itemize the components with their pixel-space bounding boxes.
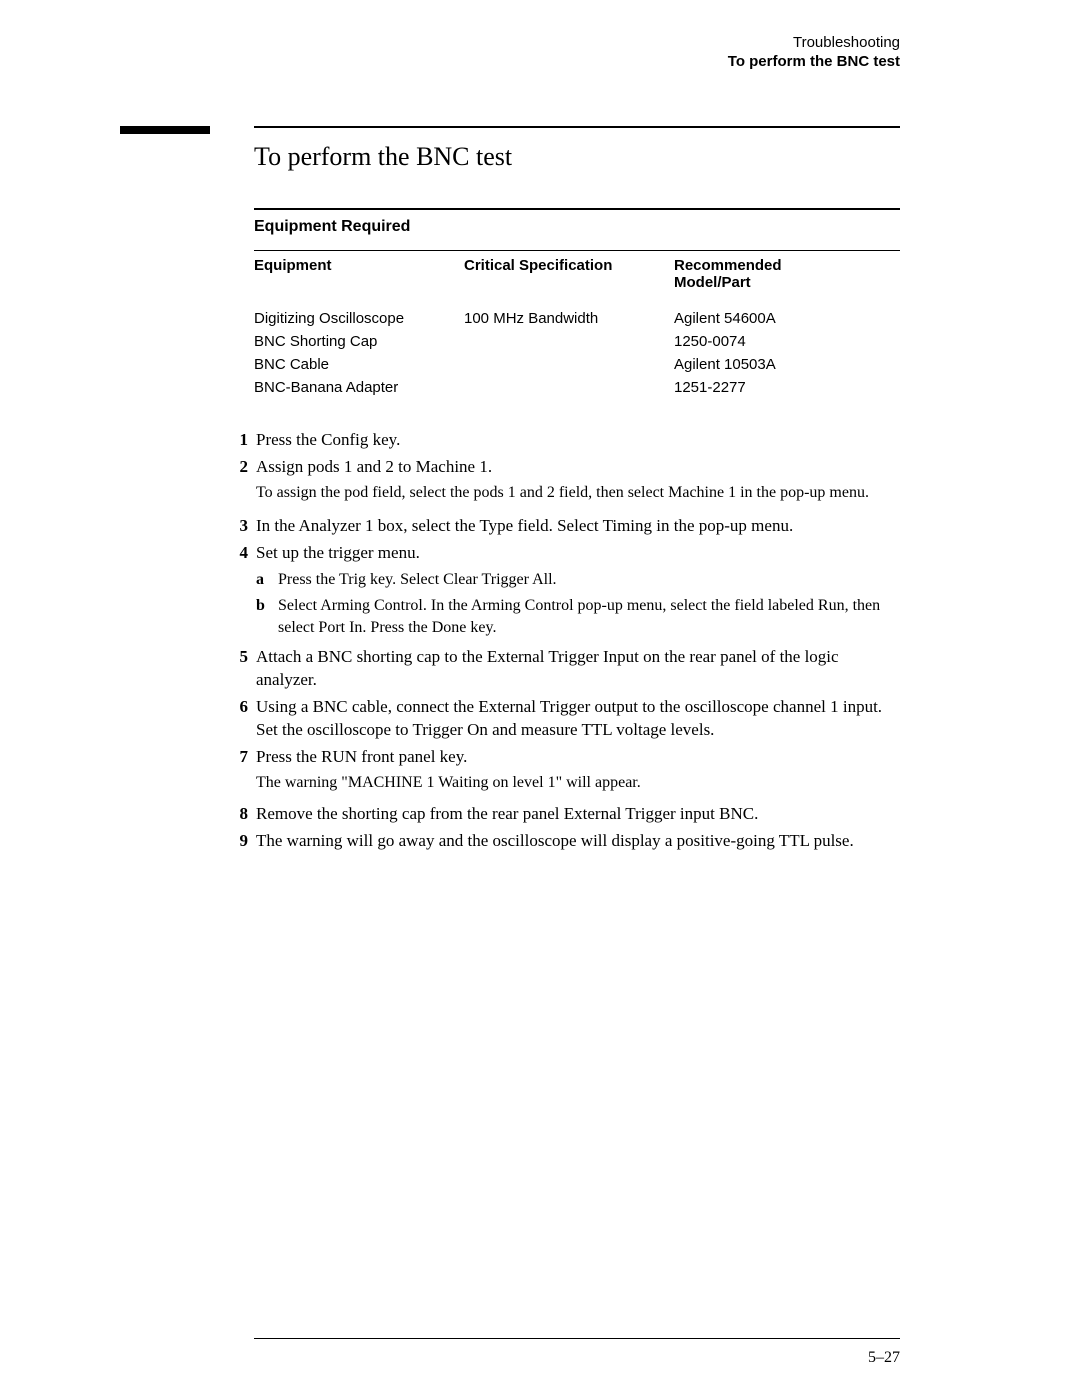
substep-text: Press the Trig key. Select Clear Trigger… (278, 569, 900, 591)
cell: 100 MHz Bandwidth (464, 310, 674, 327)
step: 6 Using a BNC cable, connect the Externa… (254, 696, 900, 742)
step-text: Press the RUN front panel key. (256, 746, 900, 769)
step: 1 Press the Config key. (254, 429, 900, 452)
step-number: 1 (230, 429, 256, 452)
cell (464, 333, 674, 350)
cell: Agilent 54600A (674, 310, 854, 327)
cell (464, 379, 674, 396)
page: Troubleshooting To perform the BNC test … (0, 0, 1080, 1397)
step-subtext: To assign the pod field, select the pods… (256, 482, 900, 504)
step: 4 Set up the trigger menu. a Press the T… (254, 542, 900, 642)
table-header-row: Equipment Critical Specification Recomme… (254, 250, 900, 307)
content: To perform the BNC test Equipment Requir… (254, 126, 900, 857)
page-number: 5–27 (868, 1349, 900, 1367)
running-header: Troubleshooting To perform the BNC test (728, 34, 900, 70)
step-note: The warning "MACHINE 1 Waiting on level … (256, 772, 900, 794)
cell: Digitizing Oscilloscope (254, 310, 464, 327)
substep: a Press the Trig key. Select Clear Trigg… (256, 569, 900, 591)
cell: BNC Shorting Cap (254, 333, 464, 350)
footer-rule (254, 1338, 900, 1339)
step-number: 8 (230, 803, 256, 826)
step: 7 Press the RUN front panel key. The war… (254, 746, 900, 800)
running-header-line1: Troubleshooting (728, 34, 900, 51)
step-number: 4 (230, 542, 256, 642)
cell: Agilent 10503A (674, 356, 854, 373)
cell: BNC Cable (254, 356, 464, 373)
table-header-equipment: Equipment (254, 257, 464, 291)
step-text: Press the Config key. (256, 429, 900, 452)
substep: b Select Arming Control. In the Arming C… (256, 595, 900, 638)
table-row: BNC-Banana Adapter 1251-2277 (254, 376, 900, 399)
margin-mark (120, 126, 210, 134)
cell: BNC-Banana Adapter (254, 379, 464, 396)
step-text: Set up the trigger menu. (256, 542, 900, 565)
step-number: 9 (230, 830, 256, 853)
section-title: To perform the BNC test (254, 142, 900, 172)
step-text: In the Analyzer 1 box, select the Type f… (256, 515, 900, 538)
step: 5 Attach a BNC shorting cap to the Exter… (254, 646, 900, 692)
step-text: Remove the shorting cap from the rear pa… (256, 803, 900, 826)
step-list: 1 Press the Config key. 2 Assign pods 1 … (254, 429, 900, 853)
top-rule (254, 126, 900, 128)
substep-letter: a (256, 569, 278, 591)
step: 3 In the Analyzer 1 box, select the Type… (254, 515, 900, 538)
cell (464, 356, 674, 373)
running-header-line2: To perform the BNC test (728, 53, 900, 70)
step-sublist: a Press the Trig key. Select Clear Trigg… (256, 569, 900, 638)
table-row: BNC Cable Agilent 10503A (254, 353, 900, 376)
table-row: BNC Shorting Cap 1250-0074 (254, 330, 900, 353)
cell: 1251-2277 (674, 379, 854, 396)
step-number: 3 (230, 515, 256, 538)
step-number: 7 (230, 746, 256, 800)
step-text: Attach a BNC shorting cap to the Externa… (256, 646, 900, 692)
cell: 1250-0074 (674, 333, 854, 350)
substep-text: Select Arming Control. In the Arming Con… (278, 595, 900, 638)
substep-letter: b (256, 595, 278, 638)
equipment-caption: Equipment Required (254, 210, 900, 250)
step-number: 2 (230, 456, 256, 512)
table-row: Digitizing Oscilloscope 100 MHz Bandwidt… (254, 307, 900, 330)
table-header-model: Recommended Model/Part (674, 257, 854, 291)
table-header-spec: Critical Specification (464, 257, 674, 291)
equipment-table: Equipment Required Equipment Critical Sp… (254, 208, 900, 399)
step: 9 The warning will go away and the oscil… (254, 830, 900, 853)
step: 8 Remove the shorting cap from the rear … (254, 803, 900, 826)
step: 2 Assign pods 1 and 2 to Machine 1. To a… (254, 456, 900, 512)
step-number: 5 (230, 646, 256, 692)
step-number: 6 (230, 696, 256, 742)
step-text: The warning will go away and the oscillo… (256, 830, 900, 853)
step-text: Using a BNC cable, connect the External … (256, 696, 900, 742)
step-text: Assign pods 1 and 2 to Machine 1. (256, 456, 900, 479)
